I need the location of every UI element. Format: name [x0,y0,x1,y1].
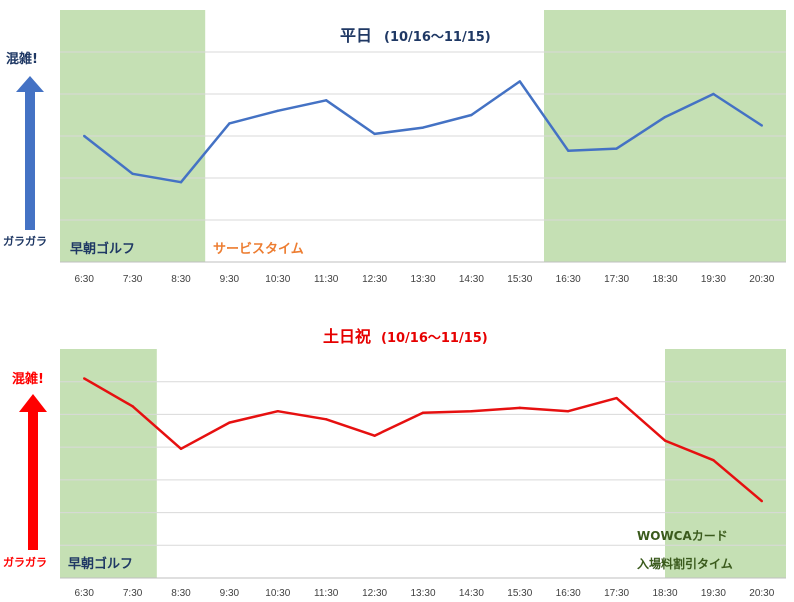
weekend-evening-band [665,349,786,578]
weekday-empty-label: ガラガラ [3,234,47,248]
weekend-crowded-label: 混雑! [12,371,44,387]
data-point [83,377,86,380]
data-point [567,409,570,413]
x-tick-label: 9:30 [220,588,240,599]
data-point [518,406,521,410]
x-tick-label: 15:30 [507,588,532,599]
data-point [373,434,376,437]
data-point [325,99,328,102]
data-point [615,396,618,400]
x-tick-label: 14:30 [459,588,484,599]
data-point [83,134,86,138]
weekday-arrow-up-icon [16,76,44,230]
x-tick-label: 18:30 [652,274,677,285]
data-point [131,172,134,175]
x-tick-label: 14:30 [459,274,484,285]
x-tick-label: 18:30 [652,588,677,599]
x-tick-label: 9:30 [220,274,240,285]
weekend-chart-subtitle: (10/16〜11/15) [381,331,488,346]
weekday-crowded-label: 混雑! [6,51,38,67]
data-point [325,418,328,421]
data-point [470,113,473,117]
data-point [228,122,231,125]
data-point [373,132,376,136]
wowca-card-label: WOWCAカード [637,529,728,543]
data-point [615,147,618,150]
weekday-x-tick-labels: 6:30 7:30 8:30 9:30 10:30 11:30 12:30 13:30 14:3… [74,274,774,285]
weekend-chart: 土日祝 (10/16〜11/15) 早朝ゴルフ WOWCAカード 入場料割引タイ… [3,327,786,599]
data-point [567,149,570,152]
weekend-x-tick-labels: 6:30 7:30 8:30 9:30 10:30 11:30 12:30 13:30 14:3… [74,588,774,599]
data-point [712,459,715,462]
data-point [276,109,279,113]
x-tick-label: 19:30 [701,274,726,285]
x-tick-label: 12:30 [362,274,387,285]
weekday-chart-subtitle: (10/16〜11/15) [384,30,491,45]
data-point [421,411,425,414]
x-tick-label: 10:30 [265,588,290,599]
x-tick-label: 13:30 [410,588,435,599]
weekday-gridlines [60,51,786,221]
x-tick-label: 20:30 [749,588,774,599]
data-point [760,499,763,503]
data-point [421,126,425,129]
data-point [712,92,715,96]
data-point [470,409,473,413]
x-tick-label: 12:30 [362,588,387,599]
x-tick-label: 7:30 [123,274,143,285]
weekend-empty-label: ガラガラ [3,555,47,569]
data-point [276,409,279,413]
data-point [179,447,183,450]
x-tick-label: 11:30 [314,588,339,599]
weekday-series-points [83,80,763,184]
x-tick-label: 8:30 [171,274,191,285]
x-tick-label: 17:30 [604,274,629,285]
x-tick-label: 6:30 [74,588,94,599]
weekday-early-golf-label: 早朝ゴルフ [70,241,135,257]
x-tick-label: 10:30 [265,274,290,285]
data-point [228,421,231,424]
x-tick-label: 17:30 [604,588,629,599]
weekend-series-line [83,377,763,503]
data-point [179,181,183,184]
x-tick-label: 8:30 [171,588,191,599]
x-tick-label: 6:30 [74,274,94,285]
data-point [663,439,667,442]
weekend-chart-title: 土日祝 [323,327,371,346]
x-tick-label: 7:30 [123,588,143,599]
weekend-early-golf-band [60,349,157,578]
x-tick-label: 11:30 [314,274,339,285]
x-tick-label: 16:30 [556,588,581,599]
data-point [663,115,667,119]
data-point [131,405,134,408]
weekend-series-points [83,377,763,503]
x-tick-label: 20:30 [749,274,774,285]
wowca-discount-label: 入場料割引タイム [637,556,733,571]
weekend-early-golf-label: 早朝ゴルフ [68,556,133,572]
weekday-chart-title: 平日 [340,26,372,45]
x-tick-label: 15:30 [507,274,532,285]
data-point [518,80,521,83]
x-tick-label: 13:30 [410,274,435,285]
data-point [760,124,763,127]
weekday-service-time-label: サービスタイム [213,241,304,257]
x-tick-label: 19:30 [701,588,726,599]
x-tick-label: 16:30 [556,274,581,285]
weekday-chart: 平日 (10/16〜11/15) 早朝ゴルフ サービスタイム 6:30 7:30 8… [3,10,786,285]
weekend-arrow-up-icon [19,394,47,550]
